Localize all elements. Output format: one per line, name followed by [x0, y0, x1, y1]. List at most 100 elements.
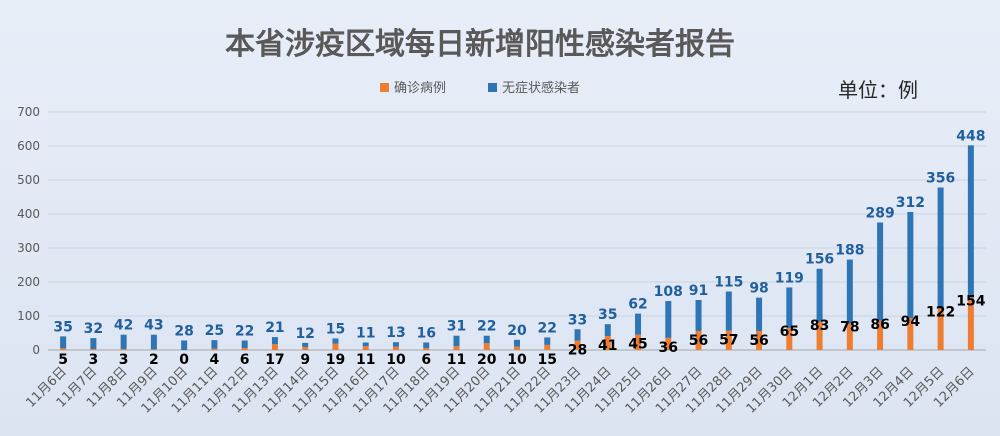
- bar-confirmed: [392, 346, 399, 350]
- data-label-asymptomatic: 312: [896, 195, 925, 211]
- bar-asymptomatic: [483, 335, 490, 344]
- chart-title: 本省涉疫区域每日新增阳性感染者报告: [225, 27, 735, 62]
- bar-asymptomatic: [725, 291, 732, 331]
- legend-swatch-confirmed: [380, 83, 389, 92]
- bar-confirmed: [120, 348, 127, 350]
- bar-asymptomatic: [816, 268, 823, 322]
- data-label-asymptomatic: 35: [598, 307, 617, 323]
- data-label-confirmed: 65: [780, 324, 799, 340]
- bar-asymptomatic: [332, 338, 339, 344]
- legend-label-asymptomatic: 无症状感染者: [502, 80, 580, 96]
- bar-asymptomatic: [574, 329, 581, 341]
- y-tick-label: 600: [17, 139, 40, 153]
- bar-confirmed: [604, 336, 611, 350]
- bar-confirmed: [907, 318, 914, 350]
- data-label-asymptomatic: 35: [53, 319, 72, 335]
- data-label-asymptomatic: 11: [356, 326, 375, 342]
- data-label-confirmed: 3: [89, 352, 99, 368]
- data-label-confirmed: 41: [598, 338, 617, 354]
- data-label-asymptomatic: 21: [265, 320, 284, 336]
- data-label-confirmed: 0: [179, 352, 189, 368]
- bar-asymptomatic: [453, 335, 460, 347]
- bar-asymptomatic: [120, 334, 127, 349]
- data-label-confirmed: 11: [356, 352, 375, 368]
- data-label-asymptomatic: 62: [628, 297, 647, 313]
- data-label-confirmed: 28: [568, 342, 587, 358]
- bar-asymptomatic: [271, 337, 278, 345]
- data-label-confirmed: 3: [119, 352, 129, 368]
- y-tick-label: 700: [17, 105, 40, 119]
- data-label-asymptomatic: 16: [416, 326, 435, 342]
- data-label-asymptomatic: 98: [749, 281, 768, 297]
- bar-asymptomatic: [150, 334, 157, 350]
- data-label-asymptomatic: 289: [865, 206, 894, 222]
- data-label-asymptomatic: 31: [447, 319, 466, 335]
- data-label-asymptomatic: 22: [538, 320, 557, 336]
- y-tick-label: 500: [17, 173, 40, 187]
- bar-confirmed: [211, 348, 218, 350]
- bar-confirmed: [60, 348, 67, 350]
- data-label-asymptomatic: 22: [477, 319, 496, 335]
- bar-confirmed: [695, 330, 702, 350]
- data-label-asymptomatic: 188: [835, 243, 864, 259]
- bar-asymptomatic: [241, 340, 248, 348]
- bar-asymptomatic: [211, 340, 218, 349]
- bar-confirmed: [362, 346, 369, 350]
- bar-asymptomatic: [665, 301, 672, 338]
- bar-asymptomatic: [846, 259, 853, 324]
- y-tick-label: 0: [32, 343, 40, 357]
- bar-confirmed: [665, 337, 672, 350]
- data-label-asymptomatic: 156: [805, 252, 834, 268]
- bar-confirmed: [786, 327, 793, 350]
- data-label-confirmed: 86: [870, 317, 889, 333]
- bar-asymptomatic: [756, 297, 763, 331]
- data-label-confirmed: 45: [628, 337, 647, 353]
- bar-confirmed: [544, 344, 551, 350]
- data-label-confirmed: 36: [659, 340, 678, 356]
- data-label-asymptomatic: 20: [507, 323, 527, 339]
- legend-swatch-asymptomatic: [488, 83, 497, 92]
- data-label-confirmed: 154: [956, 294, 985, 310]
- data-label-asymptomatic: 108: [654, 284, 683, 300]
- bar-asymptomatic: [877, 222, 884, 321]
- bar-asymptomatic: [635, 313, 642, 335]
- data-label-confirmed: 20: [477, 352, 497, 368]
- bar-asymptomatic: [937, 187, 944, 309]
- bar-confirmed: [816, 321, 823, 350]
- bar-confirmed: [271, 344, 278, 350]
- data-label-asymptomatic: 22: [235, 323, 254, 339]
- bar-confirmed: [302, 346, 309, 350]
- data-label-confirmed: 57: [719, 333, 738, 349]
- data-label-confirmed: 78: [840, 319, 859, 335]
- bar-asymptomatic: [604, 324, 611, 337]
- bar-confirmed: [332, 343, 339, 350]
- data-label-confirmed: 4: [210, 352, 220, 368]
- data-label-asymptomatic: 119: [775, 270, 804, 286]
- data-label-confirmed: 15: [538, 352, 557, 368]
- bar-asymptomatic: [392, 342, 399, 347]
- data-label-confirmed: 56: [749, 333, 768, 349]
- bar-confirmed: [453, 346, 460, 350]
- data-label-asymptomatic: 115: [714, 275, 743, 291]
- data-label-confirmed: 10: [386, 352, 406, 368]
- data-label-confirmed: 10: [507, 352, 527, 368]
- bar-asymptomatic: [967, 145, 974, 298]
- y-tick-label: 300: [17, 241, 40, 255]
- data-label-asymptomatic: 32: [84, 321, 103, 337]
- bar-asymptomatic: [362, 342, 369, 347]
- data-label-confirmed: 9: [300, 352, 310, 368]
- data-label-confirmed: 5: [58, 352, 68, 368]
- bar-confirmed: [241, 347, 248, 350]
- data-label-confirmed: 83: [810, 318, 829, 334]
- data-label-asymptomatic: 43: [144, 318, 163, 334]
- bar-confirmed: [514, 346, 520, 350]
- bar-confirmed: [877, 320, 884, 350]
- data-label-confirmed: 11: [447, 352, 466, 368]
- bar-asymptomatic: [181, 340, 188, 350]
- data-label-asymptomatic: 91: [689, 283, 708, 299]
- y-tick-label: 100: [17, 309, 40, 323]
- bar-confirmed: [846, 323, 853, 350]
- data-label-asymptomatic: 356: [926, 170, 955, 186]
- data-label-confirmed: 94: [901, 314, 921, 330]
